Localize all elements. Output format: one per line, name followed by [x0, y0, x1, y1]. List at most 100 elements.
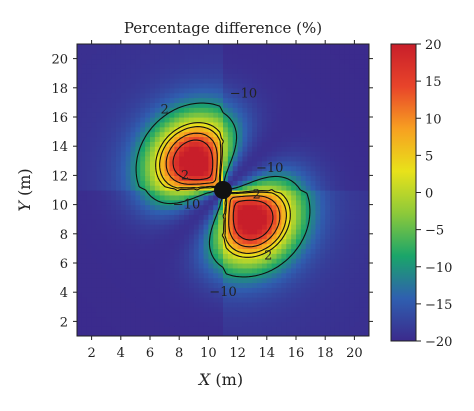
heatmap-cell: [315, 263, 321, 269]
heatmap-cell: [198, 180, 205, 186]
heatmap-cell: [364, 165, 369, 172]
heatmap-cell: [208, 73, 214, 79]
heatmap-cell: [184, 282, 190, 288]
heatmap-cell: [81, 68, 88, 74]
heatmap-cell: [257, 112, 263, 118]
heatmap-cell: [359, 243, 365, 249]
heatmap-cell: [164, 73, 171, 79]
heatmap-cell: [115, 146, 122, 152]
heatmap-cell: [286, 141, 292, 147]
heatmap-cell: [159, 253, 166, 259]
heatmap-cell: [286, 68, 292, 74]
heatmap-cell: [86, 292, 93, 298]
heatmap-cell: [213, 199, 219, 206]
heatmap-cell: [252, 199, 258, 206]
heatmap-cell: [101, 253, 107, 259]
heatmap-cell: [77, 87, 83, 94]
heatmap-cell: [135, 311, 141, 318]
heatmap-cell: [106, 248, 112, 254]
heatmap-cell: [111, 53, 117, 60]
heatmap-cell: [106, 73, 112, 79]
heatmap-cell: [247, 155, 253, 162]
heatmap-cell: [169, 199, 175, 206]
heatmap-cell: [339, 126, 346, 133]
heatmap-cell: [164, 248, 171, 254]
heatmap-cell: [291, 263, 297, 269]
heatmap-cell: [188, 297, 195, 303]
heatmap-cell: [159, 146, 166, 152]
heatmap-cell: [310, 82, 317, 89]
heatmap-cell: [266, 219, 273, 225]
heatmap-cell: [130, 311, 136, 318]
heatmap-cell: [115, 136, 122, 142]
heatmap-cell: [106, 238, 112, 245]
heatmap-cell: [339, 53, 346, 60]
heatmap-cell: [227, 180, 234, 186]
heatmap-cell: [174, 209, 180, 215]
heatmap-cell: [184, 316, 190, 322]
heatmap-cell: [164, 92, 171, 99]
heatmap-cell: [232, 82, 239, 89]
heatmap-cell: [169, 180, 175, 186]
heatmap-cell: [115, 199, 122, 206]
heatmap-cell: [286, 209, 292, 215]
heatmap-cell: [213, 63, 219, 69]
heatmap-cell: [86, 287, 93, 293]
heatmap-cell: [310, 170, 317, 176]
heatmap-cell: [266, 102, 273, 108]
heatmap-cell: [125, 44, 132, 50]
heatmap-cell: [286, 301, 292, 308]
heatmap-cell: [154, 204, 161, 211]
heatmap-cell: [218, 44, 224, 50]
heatmap-cell: [77, 131, 83, 138]
heatmap-cell: [310, 165, 317, 172]
heatmap-cell: [325, 53, 331, 60]
heatmap-cell: [130, 297, 136, 303]
heatmap-cell: [188, 141, 195, 147]
heatmap-cell: [77, 331, 83, 336]
heatmap-cell: [115, 73, 122, 79]
heatmap-cell: [232, 78, 239, 84]
heatmap-cell: [271, 58, 278, 65]
heatmap-cell: [203, 228, 209, 235]
heatmap-cell: [150, 248, 156, 254]
heatmap-cell: [227, 82, 234, 89]
heatmap-cell: [296, 316, 302, 322]
heatmap-cell: [111, 248, 117, 254]
heatmap-cell: [252, 87, 258, 94]
heatmap-cell: [193, 73, 200, 79]
heatmap-cell: [276, 282, 282, 288]
heatmap-cell: [169, 170, 175, 176]
plot-frame: [76, 43, 370, 337]
heatmap-cell: [125, 175, 132, 181]
heatmap-cell: [315, 306, 321, 313]
heatmap-cell: [232, 287, 239, 293]
heatmap-cell: [213, 253, 219, 259]
heatmap-cell: [339, 97, 346, 103]
heatmap-cell: [291, 160, 297, 167]
heatmap-cell: [227, 87, 234, 94]
heatmap-cell: [159, 107, 166, 113]
heatmap-cell: [359, 199, 365, 206]
heatmap-cell: [300, 102, 307, 108]
heatmap-cell: [96, 146, 102, 152]
heatmap-cell: [320, 258, 326, 264]
heatmap-cell: [101, 209, 107, 215]
heatmap-cell: [188, 199, 195, 206]
heatmap-cell: [154, 301, 161, 308]
heatmap-cell: [325, 263, 331, 269]
heatmap-cell: [86, 97, 93, 103]
heatmap-cell: [193, 58, 200, 65]
heatmap-cell: [77, 282, 83, 288]
heatmap-cell: [276, 87, 282, 94]
heatmap-cell: [320, 131, 326, 138]
heatmap-cell: [188, 224, 195, 230]
heatmap-cell: [159, 112, 166, 118]
heatmap-cell: [86, 306, 93, 313]
heatmap-cell: [247, 306, 253, 313]
heatmap-cell: [291, 253, 297, 259]
heatmap-cell: [227, 306, 234, 313]
heatmap-cell: [305, 121, 312, 128]
contour-line: [172, 139, 274, 241]
heatmap-cell: [91, 194, 98, 201]
